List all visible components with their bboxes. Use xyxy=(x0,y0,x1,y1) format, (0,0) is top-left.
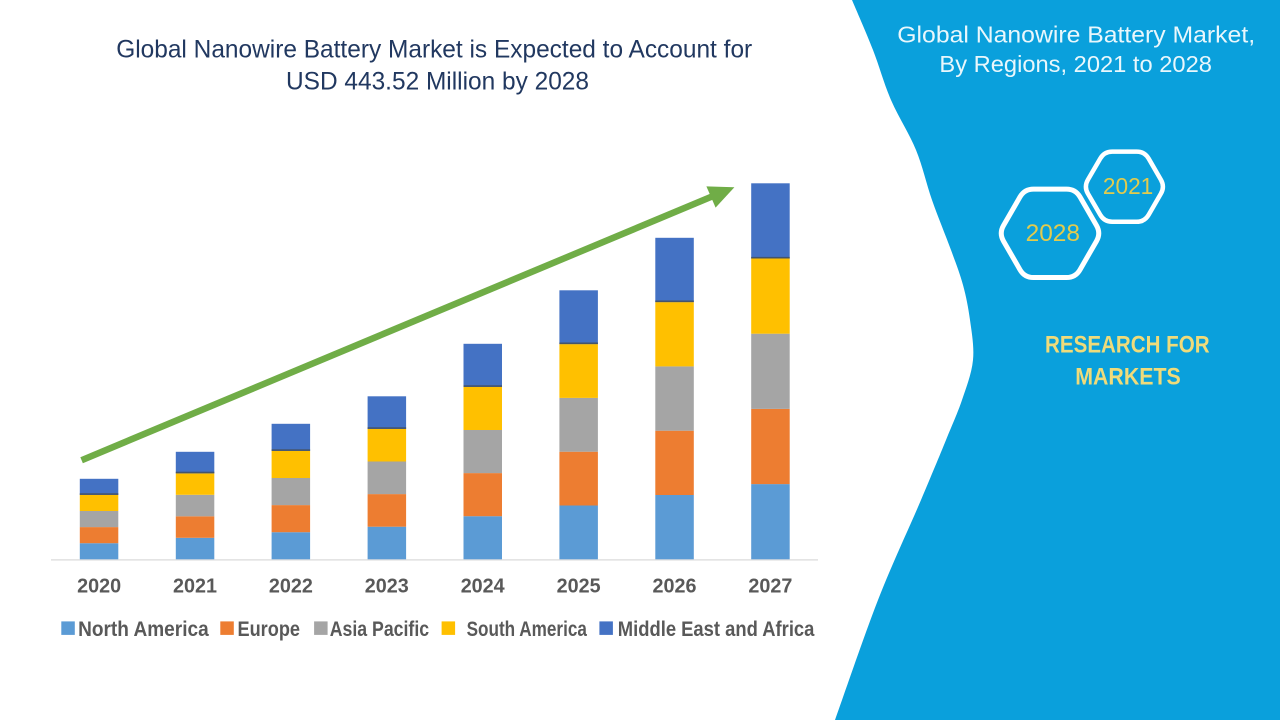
svg-text:2022: 2022 xyxy=(269,576,313,598)
svg-text:Europe: Europe xyxy=(238,618,301,641)
svg-text:2025: 2025 xyxy=(557,576,601,598)
svg-text:By Regions, 2021 to 2028: By Regions, 2021 to 2028 xyxy=(939,51,1212,77)
svg-text:South America: South America xyxy=(467,618,588,641)
svg-text:2021: 2021 xyxy=(1103,173,1153,199)
svg-text:Global Nanowire Battery Market: Global Nanowire Battery Market, xyxy=(897,22,1255,48)
svg-text:2026: 2026 xyxy=(653,576,697,598)
svg-text:2028: 2028 xyxy=(1026,220,1080,247)
svg-text:USD 443.52 Million by 2028: USD 443.52 Million by 2028 xyxy=(286,68,589,96)
svg-text:2027: 2027 xyxy=(748,576,792,598)
svg-text:MARKETS: MARKETS xyxy=(1075,364,1181,391)
svg-text:Asia Pacific: Asia Pacific xyxy=(330,618,430,641)
svg-text:2023: 2023 xyxy=(365,576,409,598)
svg-text:North America: North America xyxy=(78,618,209,641)
svg-text:2021: 2021 xyxy=(173,576,217,598)
svg-text:2020: 2020 xyxy=(77,576,121,598)
svg-text:RESEARCH FOR: RESEARCH FOR xyxy=(1045,332,1210,359)
svg-text:Middle East and Africa: Middle East and Africa xyxy=(618,618,815,641)
svg-text:2024: 2024 xyxy=(461,576,506,598)
svg-text:Global Nanowire Battery Market: Global Nanowire Battery Market is Expect… xyxy=(116,36,752,64)
